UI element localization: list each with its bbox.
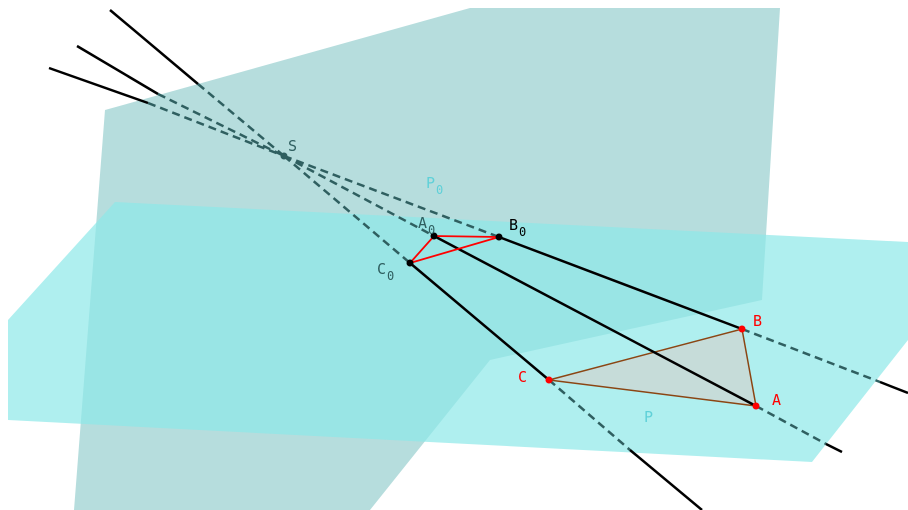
point-c <box>545 376 553 384</box>
segment-c0-c <box>409 262 550 381</box>
dashed-ray-s-a0 <box>283 154 435 238</box>
ray-tail-c <box>629 449 703 510</box>
ray-tail-a <box>825 442 843 454</box>
plane-p <box>8 202 908 462</box>
triangle-a0b0c0 <box>407 235 500 265</box>
dashed-ray-c-beyond <box>548 379 631 451</box>
dashed-ray-b-upper <box>147 101 285 158</box>
dashed-ray-a-beyond <box>755 404 827 446</box>
label-a0-sub: 0 <box>428 223 435 237</box>
point-a <box>752 402 760 410</box>
point-b <box>738 325 746 333</box>
label-p0: P <box>426 174 435 192</box>
label-a0: A <box>418 214 427 232</box>
point-a0 <box>430 232 438 240</box>
point-c0 <box>406 259 414 267</box>
point-b0 <box>495 233 503 241</box>
label-b: B <box>753 312 762 330</box>
dashed-rays <box>147 83 881 451</box>
triangle-abc <box>548 328 757 407</box>
ray-outer-c <box>109 9 199 85</box>
segment-a0-a <box>433 234 757 408</box>
point-s <box>280 152 288 160</box>
dashed-ray-b-beyond <box>741 327 881 384</box>
segment-b0-b <box>498 235 743 331</box>
ray-tail-b <box>879 380 908 395</box>
label-p0-sub: 0 <box>436 183 443 197</box>
dashed-ray-a-upper <box>157 92 285 158</box>
ray-outer-a <box>48 66 149 105</box>
label-c0: C <box>377 260 386 278</box>
dashed-ray-c-upper <box>197 83 285 157</box>
label-c0-sub: 0 <box>387 269 394 283</box>
label-a: A <box>772 391 781 409</box>
label-b0: B <box>509 216 518 234</box>
label-p: P <box>644 408 653 426</box>
label-b0-sub: 0 <box>519 225 526 239</box>
ray-outer-b <box>76 44 159 96</box>
dashed-ray-s-c0 <box>283 155 411 264</box>
label-c: C <box>518 368 527 386</box>
label-s: S <box>288 137 297 155</box>
